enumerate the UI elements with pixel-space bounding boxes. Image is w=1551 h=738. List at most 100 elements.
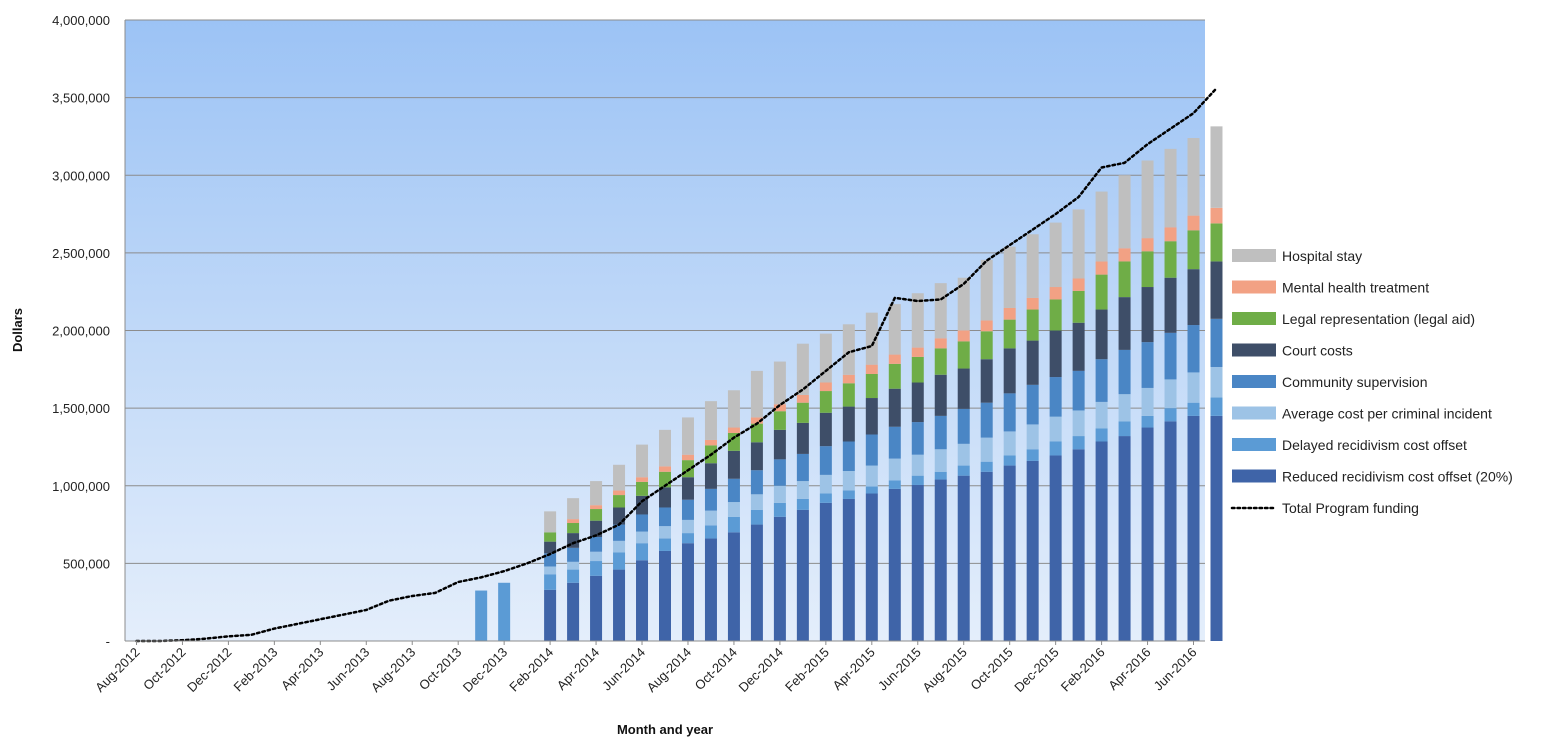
bar-segment	[475, 590, 488, 641]
bar-segment	[659, 538, 671, 551]
bar-segment	[911, 382, 924, 423]
bar-segment	[659, 487, 671, 508]
bar-segment	[567, 582, 580, 641]
bar-segment	[1164, 421, 1177, 641]
bar-segment	[1095, 261, 1108, 275]
bar-segment	[750, 417, 763, 424]
bar-segment	[613, 495, 626, 508]
bar-segment	[1187, 269, 1200, 326]
legend-swatch	[1232, 280, 1276, 294]
bar-segment	[1187, 402, 1200, 416]
x-tick-label: Oct-2015	[967, 645, 1015, 693]
bar-segment	[636, 543, 649, 561]
bar-segment	[544, 574, 557, 590]
bar-segment	[704, 488, 717, 511]
legend-swatch	[1232, 406, 1276, 420]
bar-segment	[636, 477, 649, 482]
legend-label: Mental health treatment	[1282, 280, 1429, 296]
bar-segment	[1095, 428, 1108, 442]
bar-segment	[1118, 349, 1131, 395]
bar-segment	[1072, 209, 1085, 279]
bar-segment	[957, 465, 970, 476]
bar-segment	[681, 499, 694, 520]
bar-segment	[1164, 241, 1177, 278]
x-tick-label: Jun-2014	[599, 645, 648, 694]
bar-segment	[980, 331, 993, 360]
bar-segment	[681, 543, 694, 641]
x-tick-label: Jun-2016	[1151, 645, 1200, 694]
x-tick-label: Apr-2015	[830, 645, 878, 693]
bar-segment	[911, 422, 924, 455]
bar-segment	[1210, 207, 1223, 224]
bar-segment	[842, 498, 855, 641]
bar-segment	[636, 560, 649, 641]
legend-label: Total Program funding	[1282, 500, 1419, 516]
x-tick-label: Oct-2012	[140, 645, 188, 693]
bar-segment	[980, 402, 993, 438]
bar-segment	[567, 498, 580, 520]
legend-label: Hospital stay	[1282, 248, 1362, 264]
bar-segment	[1141, 427, 1154, 641]
bar-segment	[750, 494, 763, 510]
bar-segment	[1118, 261, 1131, 298]
bar-segment	[865, 465, 878, 487]
bar-segment	[1095, 401, 1108, 429]
bar-segment	[1026, 424, 1039, 450]
bar-segment	[567, 519, 580, 524]
bar-segment	[659, 526, 671, 539]
bar-segment	[1003, 348, 1016, 394]
bar-segment	[1187, 372, 1200, 403]
x-axis-title: Month and year	[617, 722, 713, 737]
x-tick-label: Feb-2014	[506, 645, 556, 695]
x-tick-label: Feb-2016	[1058, 645, 1108, 695]
bar-segment	[1049, 455, 1062, 641]
bar-segment	[865, 364, 878, 374]
bar-segment	[1141, 387, 1154, 416]
bar-segment	[980, 359, 993, 403]
bar-segment	[1026, 449, 1039, 461]
bar-segment	[865, 486, 878, 494]
y-tick-label: 3,000,000	[52, 168, 110, 183]
total-funding-line	[135, 87, 1218, 643]
bar-segment	[1118, 436, 1131, 641]
bar-segment	[1210, 397, 1223, 416]
bar-segment	[613, 569, 626, 641]
bar-segment	[842, 374, 855, 384]
bar-segment	[544, 541, 557, 554]
bar-segment	[957, 341, 970, 369]
bar-segment	[1049, 377, 1062, 417]
x-tick-label: Aug-2012	[92, 645, 142, 695]
bar-segment	[1141, 251, 1154, 288]
bar-segment	[934, 283, 947, 339]
legend-swatch	[1232, 469, 1276, 483]
bar-segment	[659, 429, 671, 467]
bar-segment	[888, 426, 901, 459]
bar-segment	[1141, 342, 1154, 388]
bar-segment	[1072, 410, 1085, 437]
bar-segment	[750, 423, 763, 443]
bar-segment	[980, 471, 993, 641]
bar-segment	[727, 516, 740, 533]
bar-segment	[544, 553, 557, 567]
bar-segment	[544, 532, 557, 542]
bar-segment	[888, 354, 901, 364]
bar-segment	[1049, 416, 1062, 442]
bar-segment	[1118, 175, 1131, 249]
bar-segment	[934, 415, 947, 450]
bar-segment	[796, 402, 809, 423]
bar-segment	[980, 320, 993, 332]
bar-segment	[796, 343, 809, 395]
bar-segment	[957, 277, 970, 331]
legend: Hospital stay Mental health treatment Lega…	[1230, 248, 1513, 516]
bar-segment	[796, 422, 809, 454]
bar-segment	[911, 475, 924, 485]
y-tick-label: 3,500,000	[52, 91, 110, 106]
bar-segment	[727, 450, 740, 479]
bar-segment	[1072, 322, 1085, 371]
bar-segment	[1187, 137, 1200, 216]
bar-segment	[1187, 325, 1200, 373]
bar-segment	[704, 439, 717, 446]
bar-segment	[1118, 297, 1131, 350]
x-tick-label: Aug-2015	[919, 645, 969, 695]
bar-segment	[1164, 148, 1177, 228]
